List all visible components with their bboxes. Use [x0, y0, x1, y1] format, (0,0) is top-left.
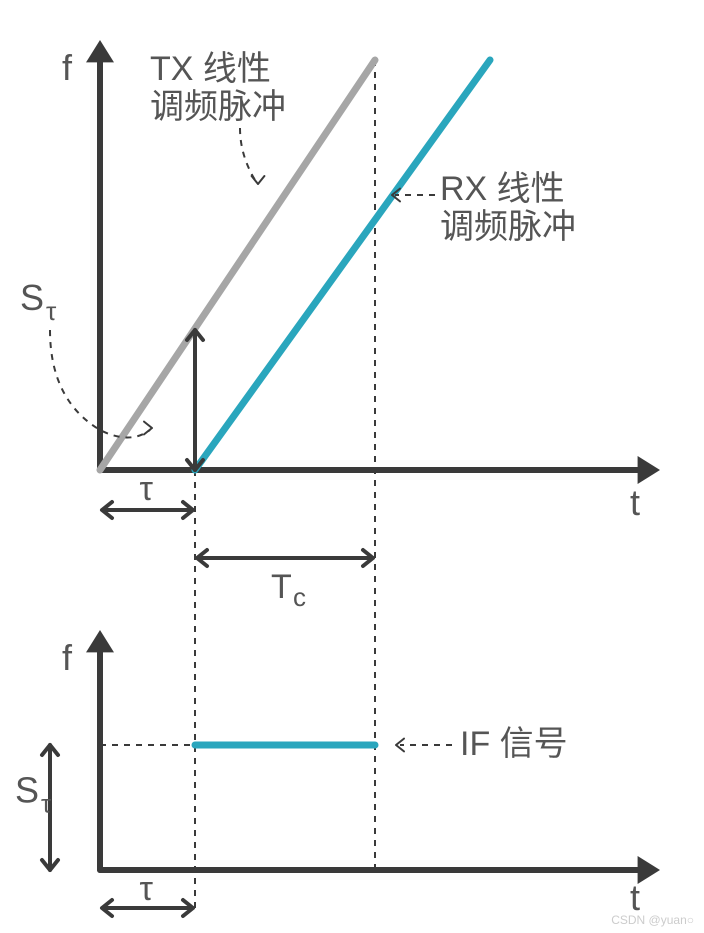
svg-text:f: f	[62, 47, 73, 88]
svg-text:τ: τ	[41, 789, 52, 819]
svg-text:t: t	[630, 482, 640, 523]
svg-text:TX 线性: TX 线性	[150, 50, 271, 88]
svg-text:RX 线性: RX 线性	[440, 170, 565, 208]
signal-diagram: ftTX 线性调频脉冲RX 线性调频脉冲SττTcSττftIF 信号	[0, 0, 704, 933]
svg-text:τ: τ	[140, 870, 154, 908]
svg-text:τ: τ	[46, 296, 57, 326]
svg-text:调频脉冲: 调频脉冲	[150, 88, 286, 126]
svg-text:t: t	[630, 877, 640, 918]
svg-text:c: c	[293, 582, 306, 612]
svg-text:S: S	[20, 277, 44, 318]
watermark-text: CSDN @yuan○	[611, 913, 694, 927]
svg-text:T: T	[271, 568, 292, 606]
svg-text:调频脉冲: 调频脉冲	[440, 208, 576, 246]
svg-text:τ: τ	[140, 470, 154, 508]
svg-text:f: f	[62, 637, 73, 678]
svg-text:S: S	[15, 770, 39, 811]
svg-text:IF 信号: IF 信号	[460, 725, 568, 763]
